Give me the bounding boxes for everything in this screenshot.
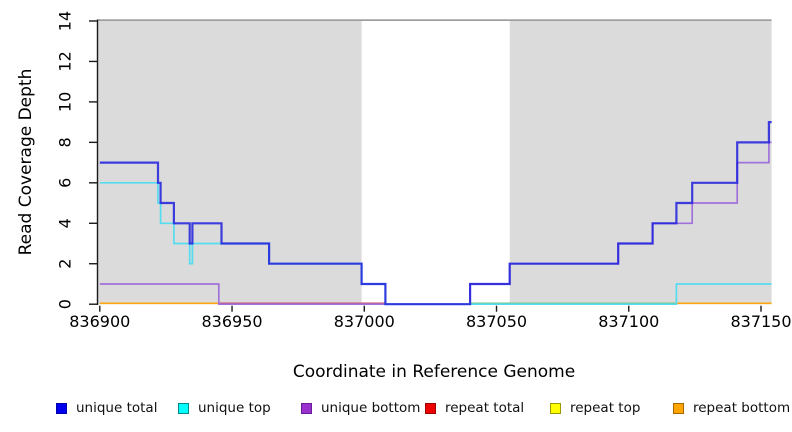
x-tick-label: 837100	[598, 312, 659, 331]
legend-label: unique total	[76, 400, 158, 416]
legend-item-unique-total: unique total	[56, 399, 157, 417]
coverage-chart: 0 2 4 6 8 10 12 14 836900 836950 837000 837050 83710…	[16, 11, 792, 382]
legend-label: unique bottom	[321, 400, 421, 416]
x-tick-label: 837150	[730, 312, 791, 331]
y-tick-label: 14	[55, 11, 74, 31]
series-lines-group	[99, 121, 772, 306]
y-tick-label: 0	[56, 299, 75, 309]
legend-swatch-unique-total	[56, 402, 67, 414]
legend: unique total unique top unique bottom repea…	[0, 399, 792, 421]
legend-swatch-repeat-top	[550, 402, 561, 414]
x-tick-label: 836950	[202, 312, 263, 331]
shaded-regions-group	[97, 20, 772, 305]
legend-label: repeat top	[570, 400, 641, 416]
y-tick-label: 2	[56, 259, 75, 269]
y-tick-label: 6	[56, 178, 75, 188]
x-tick-label: 837000	[334, 312, 395, 331]
chart-svg: 0 2 4 6 8 10 12 14 836900 836950 837000 837050 83710…	[16, 11, 792, 382]
series-line-unique-total	[99, 121, 772, 306]
y-tick-label: 4	[55, 218, 74, 228]
legend-label: repeat bottom	[693, 400, 791, 416]
y-tick-label: 12	[56, 51, 75, 71]
legend-swatch-unique-bottom	[301, 402, 312, 414]
legend-item-unique-bottom: unique bottom	[301, 399, 420, 417]
y-tick-label: 10	[56, 92, 75, 112]
y-axis-title: Read Coverage Depth	[16, 69, 36, 256]
legend-item-repeat-total: repeat total	[425, 399, 524, 417]
shaded-region	[509, 20, 772, 305]
legend-item-repeat-bottom: repeat bottom	[673, 399, 790, 417]
legend-label: unique top	[198, 400, 271, 416]
y-tick-label: 8	[55, 137, 74, 147]
axes-group: 0 2 4 6 8 10 12 14 836900 836950 837000 837050 83710…	[55, 11, 791, 331]
x-tick-label: 836900	[69, 312, 130, 331]
x-tick-label: 837050	[466, 312, 527, 331]
legend-item-repeat-top: repeat top	[550, 399, 640, 417]
legend-label: repeat total	[445, 400, 525, 416]
legend-swatch-unique-top	[178, 402, 189, 414]
legend-swatch-repeat-total	[425, 402, 436, 414]
legend-item-unique-top: unique top	[178, 399, 271, 417]
legend-swatch-repeat-bottom	[673, 402, 684, 414]
x-axis-title: Coordinate in Reference Genome	[293, 362, 575, 382]
